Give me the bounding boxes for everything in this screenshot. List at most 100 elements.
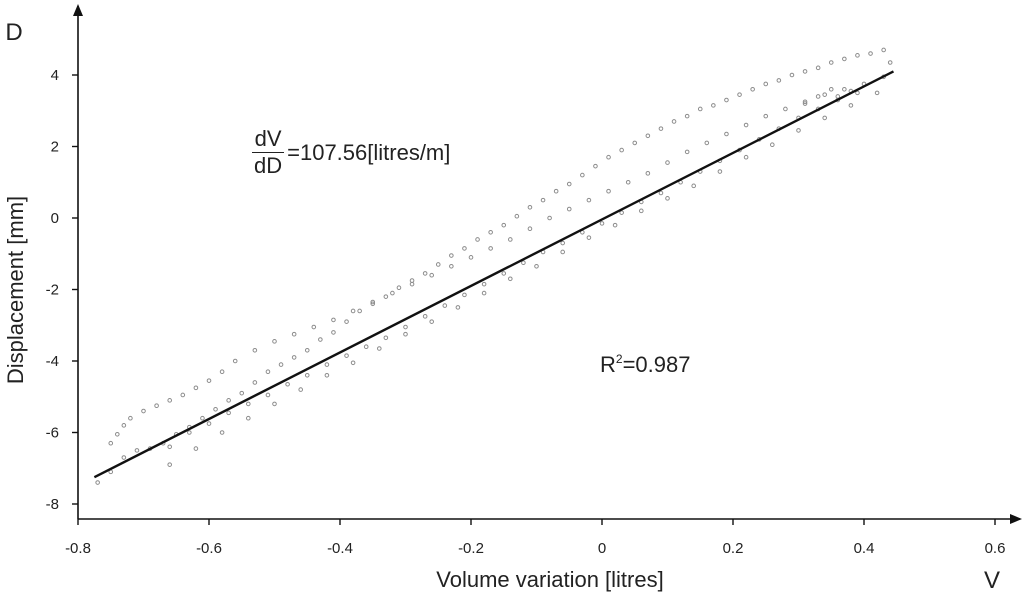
data-point: [619, 147, 624, 153]
data-point: [671, 119, 677, 124]
y-tick-label: 2: [51, 139, 59, 156]
data-point: [599, 221, 605, 226]
data-point: [475, 237, 480, 242]
data-point: [691, 183, 697, 189]
data-point: [658, 126, 664, 131]
data-point: [802, 101, 808, 106]
data-point: [246, 401, 251, 407]
data-point: [481, 290, 487, 296]
data-point: [481, 281, 487, 287]
data-point: [435, 262, 441, 267]
data-point: [540, 197, 546, 203]
data-point: [750, 87, 755, 92]
data-point: [246, 415, 251, 421]
data-point: [429, 319, 435, 324]
x-axis-ticks: -0.8 -0.6 -0.4 -0.2 0 0.2 0.4 0.6: [65, 519, 1005, 557]
data-point: [822, 115, 828, 121]
data-point: [304, 347, 310, 353]
data-point: [121, 455, 127, 460]
data-point: [167, 444, 172, 450]
data-point: [298, 387, 304, 392]
data-point: [363, 344, 369, 350]
x-axis-title: Volume variation [litres]: [436, 567, 663, 592]
data-point: [226, 398, 231, 403]
data-point: [697, 106, 703, 112]
data-point: [141, 408, 146, 414]
data-point: [265, 369, 271, 375]
data-point: [350, 360, 356, 366]
data-point: [514, 213, 520, 219]
x-tick-label: 0: [598, 540, 606, 557]
data-point: [331, 317, 336, 323]
data-point: [180, 392, 186, 398]
data-point: [783, 106, 788, 112]
data-point: [252, 380, 258, 385]
data-point: [658, 190, 664, 196]
y-tick-label: 4: [51, 67, 59, 84]
data-point: [527, 204, 533, 210]
data-point: [396, 285, 402, 291]
data-point: [717, 169, 723, 174]
data-point: [134, 448, 140, 453]
slope-value: =107.56[litres/m]: [287, 139, 451, 165]
data-point: [409, 281, 415, 287]
data-point: [383, 335, 389, 341]
data-point: [665, 196, 670, 201]
data-point: [121, 423, 127, 428]
data-point: [665, 160, 670, 165]
data-point: [219, 430, 225, 435]
slope-annotation: dV dD =107.56[litres/m]: [252, 128, 450, 177]
data-point: [442, 303, 448, 308]
data-point: [835, 94, 841, 99]
data-point: [429, 272, 435, 278]
data-point: [488, 246, 493, 251]
data-point: [213, 406, 218, 412]
data-point: [815, 65, 821, 71]
data-point: [357, 308, 362, 314]
data-point: [501, 222, 507, 228]
r2-prefix: R: [600, 352, 616, 377]
x-tick-label: 0.2: [723, 540, 744, 557]
data-point: [285, 381, 290, 387]
data-point: [324, 362, 330, 367]
data-point: [95, 480, 100, 485]
data-point: [606, 154, 611, 160]
data-point: [586, 235, 592, 240]
data-point: [232, 358, 238, 364]
data-point: [887, 60, 893, 65]
data-point: [278, 362, 284, 367]
x-tick-label: 0.4: [854, 540, 875, 557]
data-point: [743, 122, 749, 128]
data-point: [403, 324, 408, 330]
data-point: [645, 133, 651, 139]
slope-denominator: dD: [254, 153, 283, 178]
data-point: [291, 355, 297, 360]
data-point: [547, 215, 552, 221]
data-point: [200, 415, 205, 421]
r2-value: =0.987: [622, 352, 691, 377]
x-tick-label: -0.2: [458, 540, 484, 557]
data-point: [842, 56, 847, 62]
data-point: [455, 305, 461, 310]
data-point: [383, 294, 389, 299]
data-point: [802, 69, 808, 74]
data-point: [606, 188, 611, 194]
data-point: [377, 346, 382, 351]
data-point: [344, 319, 349, 324]
y-tick-label: -4: [46, 353, 59, 370]
data-point: [855, 90, 860, 96]
data-point: [272, 339, 277, 344]
data-point: [422, 314, 428, 319]
data-point: [187, 430, 192, 435]
data-point: [108, 440, 114, 446]
data-point: [763, 113, 769, 119]
data-point: [632, 140, 638, 146]
data-point: [449, 253, 454, 258]
data-point: [488, 230, 493, 235]
data-point: [566, 206, 572, 212]
y-tick-label: 0: [51, 210, 59, 227]
data-point: [553, 188, 559, 194]
data-point: [508, 237, 513, 242]
data-point: [403, 331, 408, 337]
